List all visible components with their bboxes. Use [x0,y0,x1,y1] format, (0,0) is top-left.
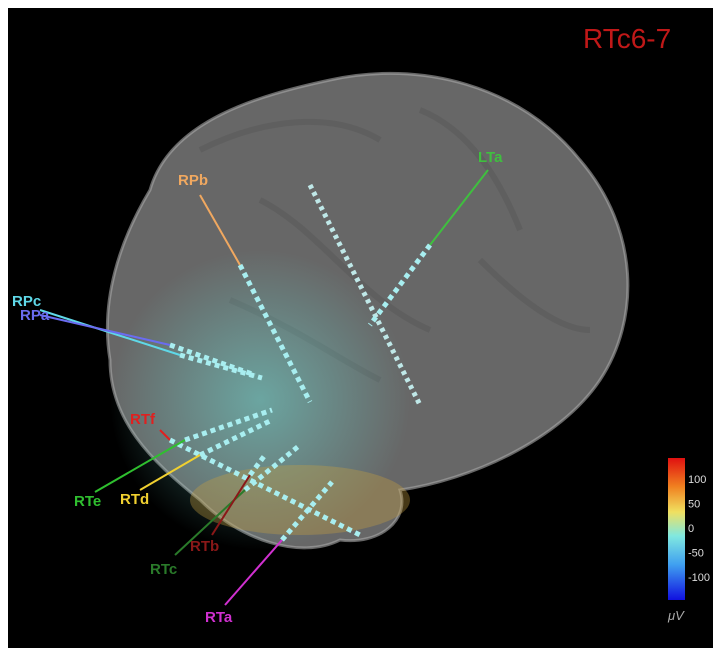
colorbar-tick-label: 50 [688,498,700,510]
electrode-label: RPb [178,172,208,189]
electrode-label: RPa [20,307,50,324]
colorbar-tick-label: -50 [688,547,704,559]
colorbar-tick-label: 0 [688,523,694,535]
colorbar-unit: μV [667,608,685,623]
electrode-label: RTc [150,561,177,578]
electrode-label: RTb [190,538,219,555]
colorbar [668,458,685,600]
electrode-label: RTa [205,609,233,626]
brain-figure: RTc6-7 μV LTaRPbRPcRPaRTfRTeRTdRTcRTbRTa… [0,0,716,652]
temporal-region [190,465,410,535]
electrode-label: LTa [478,149,503,166]
colorbar-tick-label: -100 [688,572,710,584]
title: RTc6-7 [583,23,671,54]
electrode-label: RTf [130,411,156,428]
electrode-label: RTe [74,493,101,510]
electrode-label: RTd [120,491,149,508]
colorbar-tick-label: 100 [688,474,706,486]
